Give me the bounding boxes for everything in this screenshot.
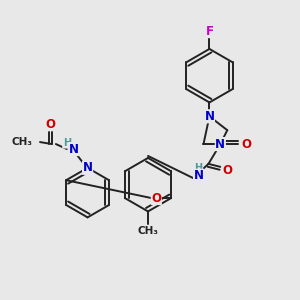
Text: H: H: [63, 138, 71, 148]
Text: N: N: [69, 142, 79, 155]
Text: F: F: [206, 25, 213, 38]
Text: CH₃: CH₃: [137, 226, 158, 236]
Text: O: O: [241, 138, 251, 151]
Text: N: N: [194, 169, 203, 182]
Text: O: O: [151, 192, 161, 205]
Text: CH₃: CH₃: [11, 137, 32, 147]
Text: O: O: [222, 164, 232, 177]
Text: N: N: [204, 110, 214, 123]
Text: H: H: [194, 163, 202, 173]
Text: N: N: [82, 161, 93, 174]
Text: N: N: [215, 138, 225, 151]
Text: O: O: [45, 118, 55, 131]
